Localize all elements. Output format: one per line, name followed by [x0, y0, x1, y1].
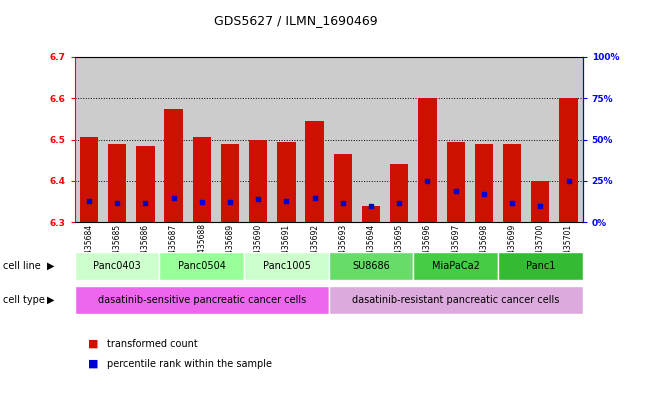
Bar [470, 57, 498, 222]
Text: Panc1005: Panc1005 [262, 261, 311, 271]
Bar [385, 57, 413, 222]
Text: transformed count: transformed count [107, 339, 198, 349]
Bar [75, 285, 329, 314]
Bar [329, 285, 583, 314]
Text: Panc1: Panc1 [525, 261, 555, 271]
Bar [80, 138, 98, 222]
Bar [108, 143, 126, 222]
Bar [559, 98, 577, 222]
Bar [244, 252, 329, 281]
Bar [221, 143, 239, 222]
Text: dasatinib-resistant pancreatic cancer cells: dasatinib-resistant pancreatic cancer ce… [352, 295, 559, 305]
Bar [419, 98, 437, 222]
Text: percentile rank within the sample: percentile rank within the sample [107, 358, 272, 369]
Bar [503, 143, 521, 222]
Bar [187, 57, 216, 222]
Bar [301, 57, 329, 222]
Bar [413, 252, 498, 281]
Bar [244, 57, 272, 222]
Bar [75, 57, 103, 222]
Bar [390, 164, 408, 222]
Bar [136, 146, 154, 222]
Bar [475, 143, 493, 222]
Bar [362, 206, 380, 222]
Bar [357, 57, 385, 222]
Text: GDS5627 / ILMN_1690469: GDS5627 / ILMN_1690469 [214, 14, 378, 27]
Text: cell line: cell line [3, 261, 41, 271]
Bar [216, 57, 244, 222]
Text: Panc0403: Panc0403 [93, 261, 141, 271]
Bar [193, 138, 211, 222]
Bar [447, 141, 465, 222]
Bar [498, 252, 583, 281]
Text: Panc0504: Panc0504 [178, 261, 226, 271]
Bar [329, 252, 413, 281]
Bar [526, 57, 555, 222]
Bar [132, 57, 159, 222]
Text: cell type: cell type [3, 295, 45, 305]
Bar [555, 57, 583, 222]
Text: ■: ■ [88, 339, 98, 349]
Text: ▶: ▶ [47, 295, 55, 305]
Text: ▶: ▶ [47, 261, 55, 271]
Text: ■: ■ [88, 358, 98, 369]
Bar [103, 57, 132, 222]
Bar [159, 57, 187, 222]
Text: SU8686: SU8686 [352, 261, 390, 271]
Text: dasatinib-sensitive pancreatic cancer cells: dasatinib-sensitive pancreatic cancer ce… [98, 295, 306, 305]
Bar [277, 141, 296, 222]
Bar [165, 108, 183, 222]
Text: MiaPaCa2: MiaPaCa2 [432, 261, 480, 271]
Bar [305, 121, 324, 222]
Bar [272, 57, 301, 222]
Bar [498, 57, 526, 222]
Bar [531, 181, 549, 222]
Bar [334, 154, 352, 222]
Bar [249, 140, 268, 222]
Bar [441, 57, 470, 222]
Bar [413, 57, 441, 222]
Bar [159, 252, 244, 281]
Bar [75, 252, 159, 281]
Bar [329, 57, 357, 222]
